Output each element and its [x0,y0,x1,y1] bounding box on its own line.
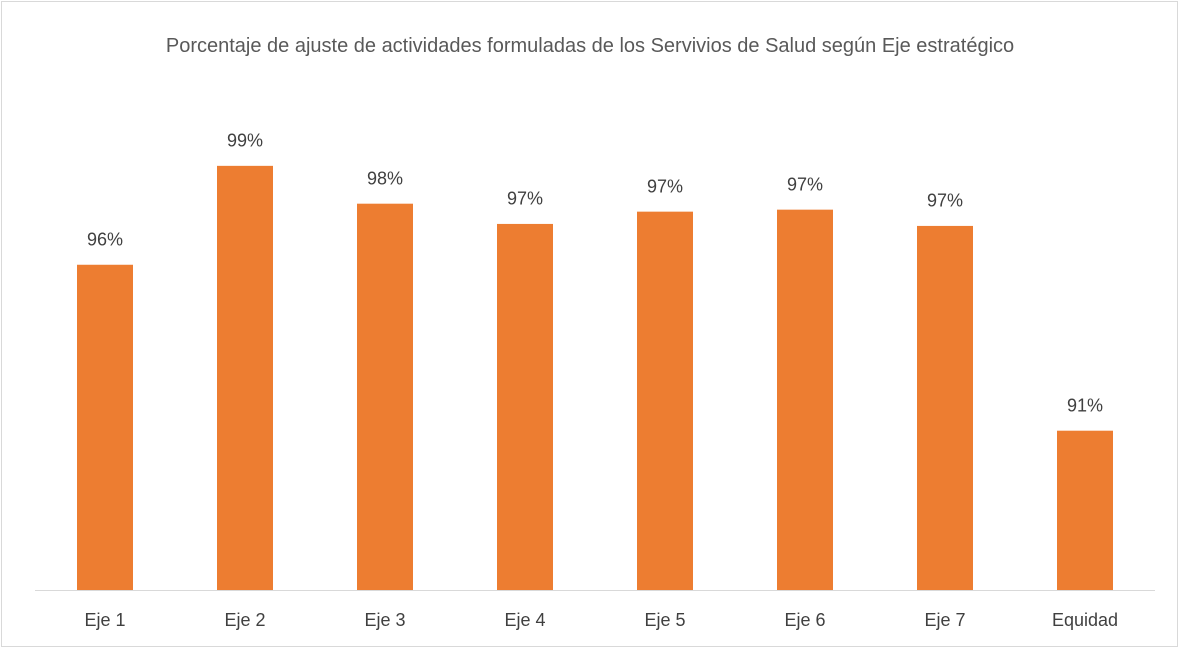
bar [217,165,273,590]
data-label: 97% [507,189,543,209]
x-tick-label: Eje 1 [84,610,125,630]
x-tick-label: Eje 4 [504,610,545,630]
bar [1057,430,1113,590]
x-tick-label: Equidad [1052,610,1118,630]
data-label: 96% [87,230,123,250]
bar [497,223,553,590]
x-tick-label: Eje 2 [224,610,265,630]
data-label: 97% [927,191,963,211]
x-tick-label: Eje 5 [644,610,685,630]
chart-title: Porcentaje de ajuste de actividades form… [165,35,1015,57]
x-tick-label: Eje 7 [924,610,965,630]
data-label: 99% [227,131,263,151]
data-label: 91% [1067,395,1103,415]
data-label: 97% [787,174,823,194]
bar [777,209,833,590]
bar [637,211,693,591]
bar [917,225,973,590]
x-tick-label: Eje 6 [784,610,825,630]
bar [357,203,413,590]
data-label: 98% [367,168,403,188]
bar [77,264,133,590]
x-tick-label: Eje 3 [364,610,405,630]
data-label: 97% [647,176,683,196]
